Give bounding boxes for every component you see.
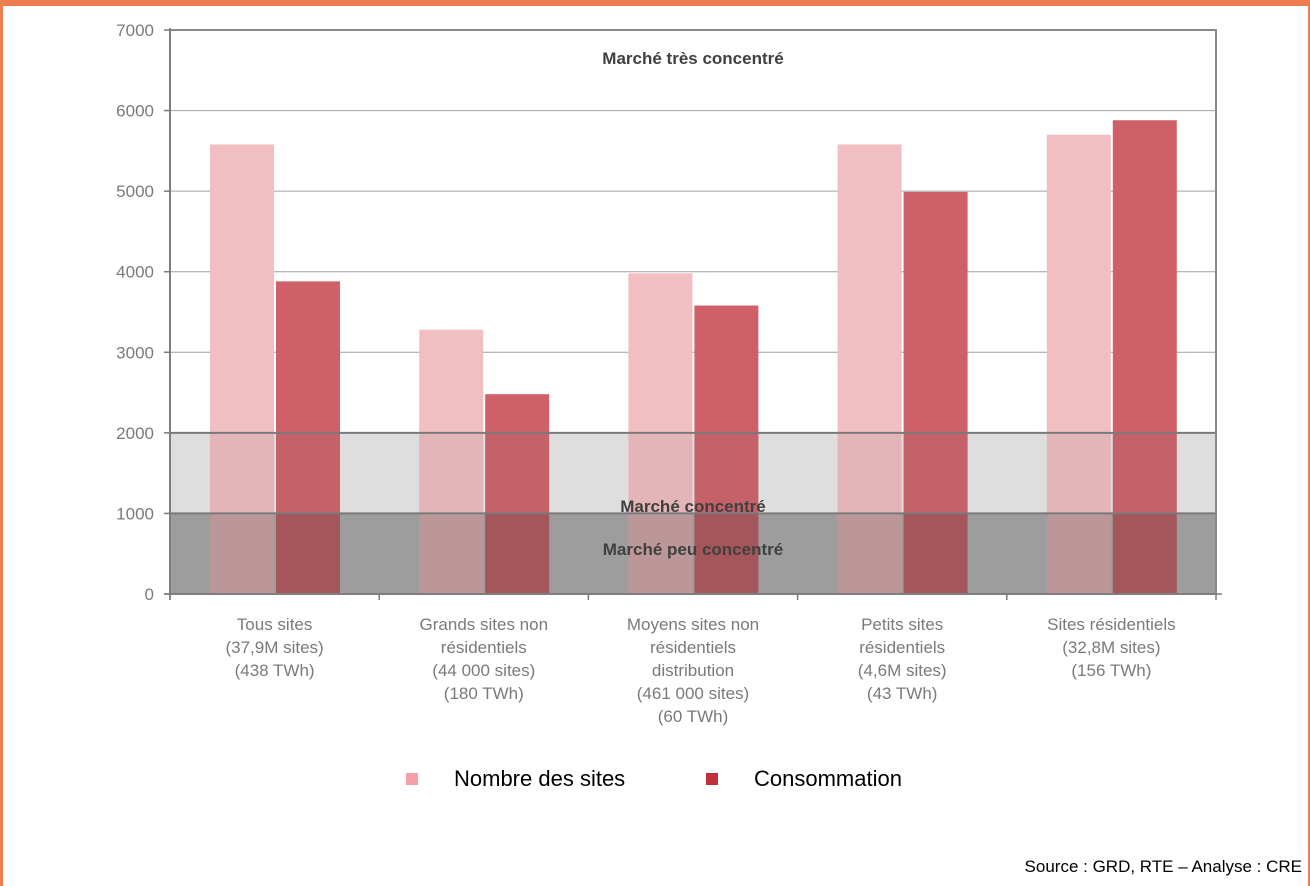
category-label-line: (156 TWh) (1071, 661, 1151, 680)
chart-legend: Nombre des sites Consommation (0, 766, 1310, 802)
hhi-bar-chart: Marché peu concentré Marché concentré Marc… (116, 21, 1222, 726)
category-label-1: Grands sites non résidentiels (44 000 site… (420, 615, 549, 703)
category-label-line: (438 TWh) (235, 661, 315, 680)
source-note: Source : GRD, RTE – Analyse : CRE (1024, 857, 1302, 876)
category-label-line: distribution (652, 661, 734, 680)
category-label-line: Sites résidentiels (1047, 615, 1176, 634)
category-label-line: (44 000 sites) (432, 661, 535, 680)
category-label-line: (37,9M sites) (225, 638, 323, 657)
bar-consumption-0 (276, 281, 340, 594)
category-label-line: résidentiels (441, 638, 527, 657)
zone-low-concentration (170, 513, 1216, 594)
legend-swatch-consumption (706, 773, 718, 785)
category-label-2: Moyens sites non résidentiels distribution… (627, 615, 759, 726)
category-label-line: (4,6M sites) (858, 661, 947, 680)
bar-consumption-2 (694, 305, 759, 594)
category-label-line: (180 TWh) (444, 684, 524, 703)
category-label-line: Tous sites (237, 615, 313, 634)
bar-sites-4 (1046, 134, 1111, 594)
y-tick-label-6000: 6000 (116, 102, 154, 121)
category-label-line: Grands sites non (420, 615, 549, 634)
category-label-line: (32,8M sites) (1062, 638, 1160, 657)
legend-swatch-sites (406, 773, 418, 785)
bar-consumption-3 (903, 191, 968, 594)
y-tick-label-5000: 5000 (116, 182, 154, 201)
frame-left-border (0, 0, 3, 886)
frame-right-border (1308, 0, 1310, 886)
category-label-3: Petits sites résidentiels (4,6M sites) (43 … (858, 615, 947, 703)
category-label-0: Tous sites (37,9M sites) (438 TWh) (225, 615, 323, 680)
bar-consumption-1 (485, 394, 550, 594)
category-label-line: Moyens sites non (627, 615, 759, 634)
zone-label-2: Marché très concentré (602, 49, 783, 68)
category-label-line: résidentiels (650, 638, 736, 657)
y-tick-label-7000: 7000 (116, 21, 154, 40)
category-label-line: (461 000 sites) (637, 684, 749, 703)
category-label-line: (43 TWh) (867, 684, 938, 703)
zone-concentrated (170, 432, 1216, 514)
legend-label-consumption: Consommation (754, 766, 902, 791)
bar-sites-0 (210, 144, 274, 594)
zone-label-0: Marché peu concentré (603, 540, 783, 559)
zone-label-1: Marché concentré (620, 497, 766, 516)
legend-label-sites: Nombre des sites (454, 766, 626, 791)
legend-item-sites: Nombre des sites (406, 766, 625, 792)
y-tick-label-0: 0 (145, 585, 154, 604)
y-tick-label-3000: 3000 (116, 343, 154, 362)
y-tick-label-4000: 4000 (116, 263, 154, 282)
frame-top-bar (0, 0, 1310, 6)
bar-consumption-4 (1112, 120, 1177, 595)
y-tick-label-1000: 1000 (116, 504, 154, 523)
zone-low-concentration-tint (170, 513, 1216, 594)
category-label-line: (60 TWh) (658, 707, 729, 726)
category-label-line: résidentiels (859, 638, 945, 657)
legend-item-consumption: Consommation (706, 766, 902, 792)
zone-concentrated-tint (170, 432, 1216, 514)
category-label-line: Petits sites (861, 615, 943, 634)
bar-sites-1 (419, 329, 484, 594)
category-label-4: Sites résidentiels (32,8M sites) (156 TWh) (1047, 615, 1176, 680)
y-tick-label-2000: 2000 (116, 424, 154, 443)
bar-sites-3 (837, 144, 902, 594)
